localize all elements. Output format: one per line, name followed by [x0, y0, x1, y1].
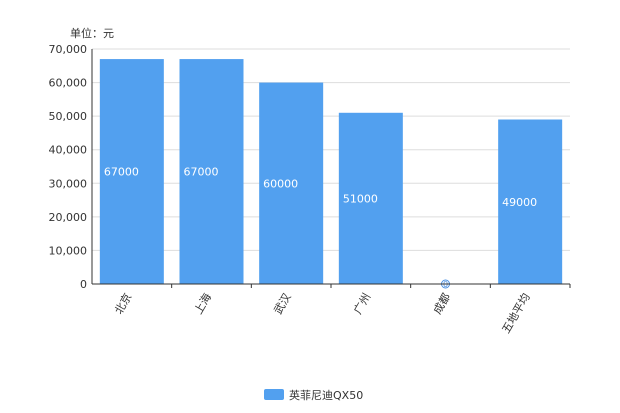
y-tick-label: 60,000	[49, 77, 88, 90]
bar[interactable]	[99, 59, 164, 285]
y-axis-unit-label: 单位：元	[70, 26, 114, 40]
bars: 67000670006000051000049000	[99, 59, 563, 289]
legend-swatch[interactable]	[264, 389, 284, 400]
y-tick-label: 50,000	[49, 110, 88, 123]
data-label: 51000	[343, 192, 378, 205]
y-tick-label: 20,000	[49, 211, 88, 224]
data-label: 67000	[104, 166, 139, 179]
legend-label[interactable]: 英菲尼迪QX50	[289, 388, 363, 402]
x-tick-label: 广州	[351, 291, 373, 317]
y-tick-label: 40,000	[49, 144, 88, 157]
y-tick-label: 30,000	[49, 177, 88, 190]
bar[interactable]	[498, 119, 563, 285]
axes	[91, 49, 571, 288]
x-tick-label: 上海	[191, 291, 214, 317]
bar[interactable]	[179, 59, 244, 285]
x-tick-label: 武汉	[272, 291, 294, 317]
bar[interactable]	[259, 82, 324, 284]
x-tick-label: 五地平均	[500, 291, 533, 336]
grid-lines	[92, 48, 570, 251]
category-labels: 北京 上海 武汉 广州 成都 五地平均	[111, 291, 532, 336]
bar[interactable]	[338, 112, 403, 285]
legend[interactable]: 英菲尼迪QX50	[264, 388, 363, 402]
y-axis-ticks: 0 10,000 20,000 30,000 40,000 50,000 60,000 70,…	[49, 43, 88, 291]
y-tick-label: 0	[80, 278, 87, 291]
y-tick-label: 70,000	[49, 43, 88, 56]
x-tick-label: 成都	[431, 291, 453, 317]
x-tick-label: 北京	[111, 291, 134, 317]
data-label: 67000	[184, 166, 219, 179]
data-label: 60000	[263, 177, 298, 190]
y-tick-label: 10,000	[49, 244, 88, 257]
data-label: 49000	[502, 196, 537, 209]
